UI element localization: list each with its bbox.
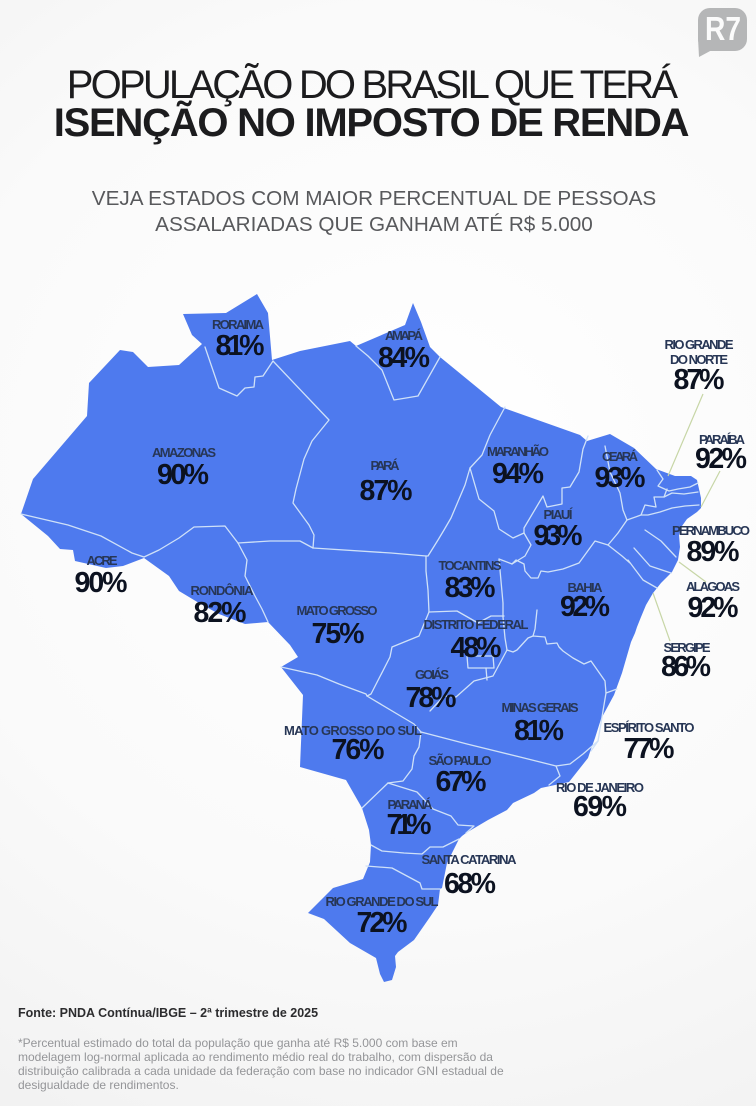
svg-text:PERNAMBUCO: PERNAMBUCO [672,523,750,538]
svg-text:90%: 90% [75,567,128,599]
svg-text:78%: 78% [406,682,457,714]
svg-text:92%: 92% [688,592,739,624]
svg-text:69%: 69% [573,791,627,823]
svg-text:92%: 92% [560,591,610,623]
svg-text:PARANÁ: PARANÁ [388,797,434,812]
svg-text:81%: 81% [216,330,265,362]
svg-text:83%: 83% [445,572,496,604]
svg-text:RIO GRANDE: RIO GRANDE [665,337,734,352]
svg-text:PARÁ: PARÁ [371,458,401,473]
svg-text:DISTRITO FEDERAL: DISTRITO FEDERAL [424,617,529,632]
svg-text:MARANHÃO: MARANHÃO [487,444,549,459]
svg-text:86%: 86% [661,651,711,683]
svg-text:93%: 93% [595,462,646,494]
svg-text:93%: 93% [534,520,583,552]
svg-text:72%: 72% [357,907,408,939]
svg-text:76%: 76% [332,734,385,766]
svg-text:84%: 84% [378,342,430,374]
svg-text:90%: 90% [157,459,209,491]
svg-text:92%: 92% [695,443,747,475]
svg-text:68%: 68% [444,868,496,900]
svg-text:RONDÔNIA: RONDÔNIA [191,583,255,598]
svg-text:TOCANTINS: TOCANTINS [439,558,502,573]
svg-text:PIAUÍ: PIAUÍ [544,507,573,522]
svg-text:71%: 71% [387,809,432,841]
svg-text:MATO GROSSO DO SUL: MATO GROSSO DO SUL [284,723,422,738]
svg-text:ESPÍRITO SANTO: ESPÍRITO SANTO [604,720,695,735]
svg-text:CEARÁ: CEARÁ [602,449,639,464]
svg-text:RIO GRANDE DO SUL: RIO GRANDE DO SUL [326,894,439,909]
svg-text:87%: 87% [674,364,725,396]
svg-text:MINAS GERAIS: MINAS GERAIS [502,700,579,715]
svg-text:SERGIPE: SERGIPE [664,640,711,655]
svg-text:77%: 77% [624,733,675,765]
svg-text:ALAGOAS: ALAGOAS [686,579,740,594]
svg-text:BAHIA: BAHIA [568,580,604,595]
svg-text:81%: 81% [514,715,564,747]
svg-text:89%: 89% [687,536,740,568]
svg-text:SANTA CATARINA: SANTA CATARINA [422,852,518,867]
svg-text:RORAIMA: RORAIMA [212,317,265,332]
svg-text:DO NORTE: DO NORTE [670,352,728,367]
svg-text:AMAZONAS: AMAZONAS [152,445,216,460]
svg-text:GOIÁS: GOIÁS [415,667,449,682]
svg-text:PARAÍBA: PARAÍBA [699,432,746,447]
svg-text:AMAPÁ: AMAPÁ [385,328,424,343]
svg-text:48%: 48% [451,632,502,664]
svg-text:ACRE: ACRE [87,553,118,568]
svg-text:RIO DE JANEIRO: RIO DE JANEIRO [556,780,644,795]
svg-text:MATO GROSSO: MATO GROSSO [297,603,378,618]
svg-text:67%: 67% [436,766,487,798]
svg-text:R7: R7 [705,10,741,47]
svg-text:87%: 87% [360,475,413,507]
svg-text:82%: 82% [194,597,247,629]
svg-text:94%: 94% [492,458,544,490]
svg-text:SÃO PAULO: SÃO PAULO [429,753,492,768]
svg-text:75%: 75% [312,618,365,650]
